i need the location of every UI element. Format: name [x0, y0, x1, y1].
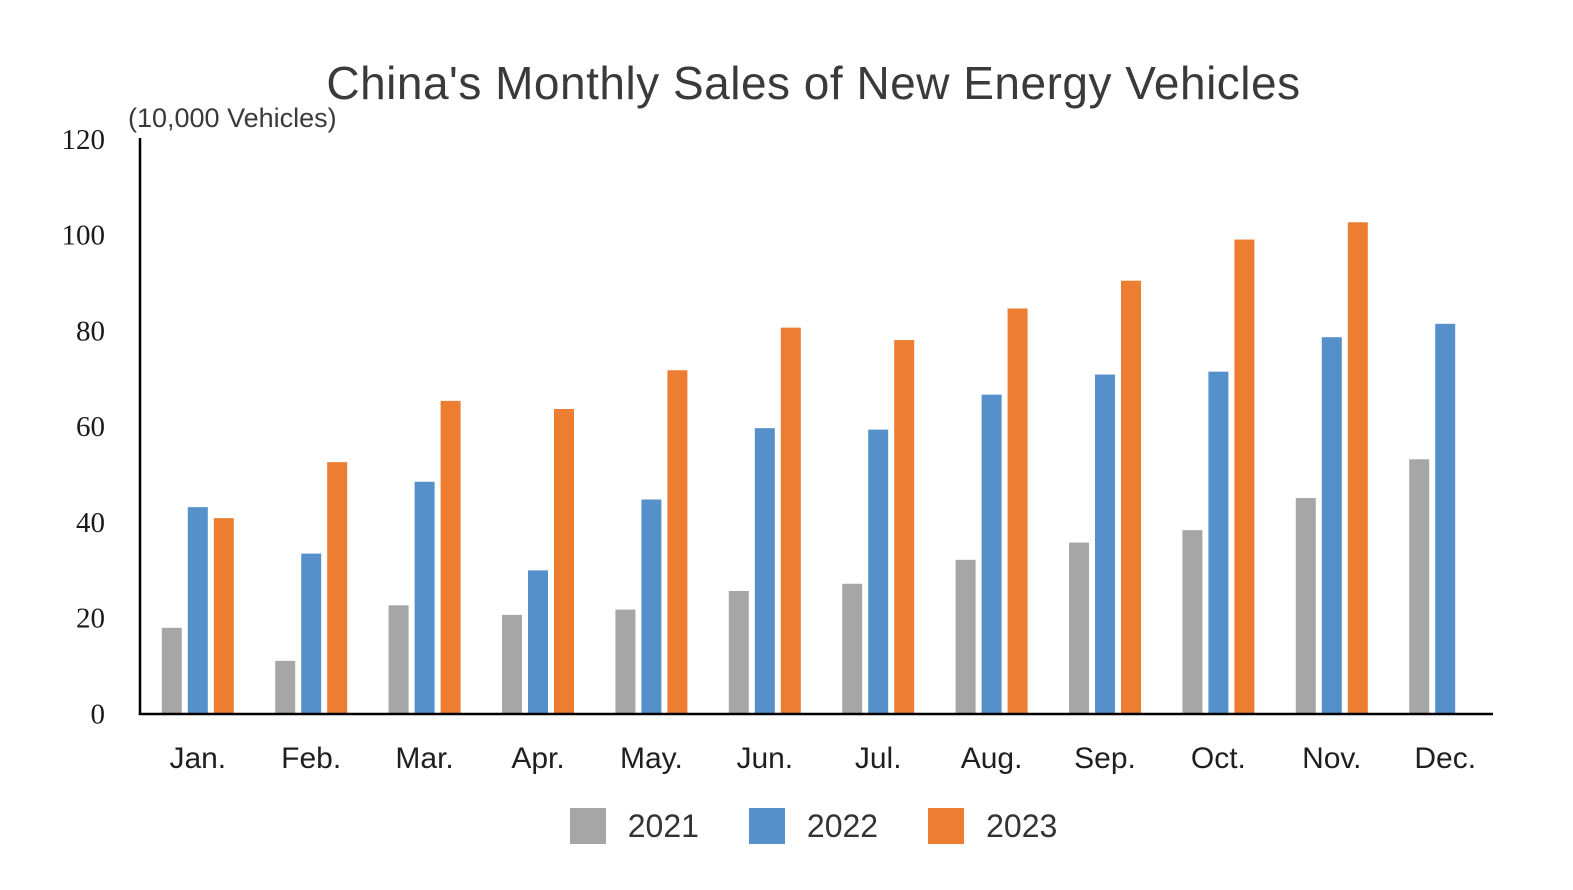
bar-2021-Dec	[1409, 459, 1430, 714]
bar-2023-Apr	[554, 409, 574, 714]
bar-2023-Jun	[780, 327, 801, 714]
x-month-label-Sep: Sep.	[1074, 742, 1136, 775]
bar-2021-Mar	[388, 605, 409, 714]
x-month-label-May: May.	[620, 742, 683, 775]
bar-2023-Jul	[894, 340, 915, 714]
chart-legend: 2021 2022 2023	[137, 808, 1490, 844]
bar-2023-Mar	[440, 400, 461, 714]
legend-label-2021: 2021	[627, 808, 699, 844]
bar-2021-May	[615, 609, 636, 714]
x-month-label-Dec: Dec.	[1414, 742, 1476, 775]
bar-2022-Sep	[1095, 374, 1115, 714]
bar-2022-Oct	[1208, 371, 1229, 714]
bar-2021-Jan	[161, 627, 182, 714]
bar-2021-Feb	[275, 660, 296, 714]
legend-item-2023: 2023	[928, 808, 1057, 844]
x-month-label-Nov: Nov.	[1302, 742, 1361, 775]
chart-title: China's Monthly Sales of New Energy Vehi…	[326, 57, 1301, 109]
bar-2023-Nov	[1347, 222, 1368, 714]
legend-swatch-2021	[569, 808, 606, 844]
bar-2022-May	[641, 499, 662, 714]
bar-2021-Nov	[1295, 498, 1316, 714]
bar-2022-Jul	[868, 429, 889, 714]
bar-2022-Nov	[1321, 337, 1342, 714]
legend-item-2021: 2021	[569, 808, 699, 844]
legend-item-2022: 2022	[748, 808, 879, 844]
bar-2022-Dec	[1435, 323, 1456, 714]
bar-2021-Aug	[955, 559, 976, 714]
x-month-label-Aug: Aug.	[961, 742, 1023, 775]
bar-2021-Oct	[1182, 530, 1203, 714]
y-tick-label-60: 60	[76, 411, 105, 443]
x-month-label-Jul: Jul.	[855, 742, 902, 775]
bar-2023-May	[667, 370, 688, 714]
bar-2022-Aug	[981, 394, 1002, 714]
bar-2021-Sep	[1069, 542, 1089, 714]
bar-2022-Jun	[754, 428, 775, 714]
legend-label-2023: 2023	[986, 808, 1058, 844]
bar-2023-Aug	[1007, 308, 1028, 714]
legend-label-2022: 2022	[806, 808, 879, 844]
bar-2023-Jan	[213, 518, 234, 714]
x-month-label-Mar: Mar.	[395, 742, 453, 775]
y-axis-unit-label: (10,000 Vehicles)	[128, 103, 337, 133]
y-tick-label-0: 0	[91, 698, 106, 730]
x-month-label-Oct: Oct.	[1191, 742, 1246, 775]
bar-2022-Mar	[414, 481, 435, 714]
bar-2023-Oct	[1234, 239, 1255, 714]
bar-2021-Apr	[502, 614, 522, 714]
bar-2022-Feb	[301, 553, 322, 714]
x-month-label-Feb: Feb.	[281, 742, 341, 775]
legend-swatch-2022	[748, 808, 785, 844]
x-month-label-Jun: Jun.	[736, 742, 793, 775]
y-tick-label-20: 20	[76, 603, 105, 635]
bar-2021-Jun	[728, 590, 749, 714]
y-tick-label-120: 120	[62, 124, 106, 156]
bar-plot: 0 20 40 60 80 100 120 Jan. Feb. Mar. Apr. May. Jun. J…	[62, 124, 1493, 775]
legend-swatch-2023	[928, 808, 965, 844]
bar-2023-Sep	[1121, 280, 1141, 714]
bar-2023-Feb	[327, 462, 348, 714]
bar-2022-Apr	[528, 570, 548, 714]
y-tick-label-80: 80	[76, 315, 105, 347]
bar-2022-Jan	[187, 507, 208, 714]
x-month-label-Apr: Apr.	[511, 742, 564, 775]
bar-2021-Jul	[842, 583, 863, 714]
y-tick-label-40: 40	[76, 507, 105, 539]
x-month-label-Jan: Jan.	[169, 742, 226, 775]
y-tick-label-100: 100	[62, 220, 106, 252]
